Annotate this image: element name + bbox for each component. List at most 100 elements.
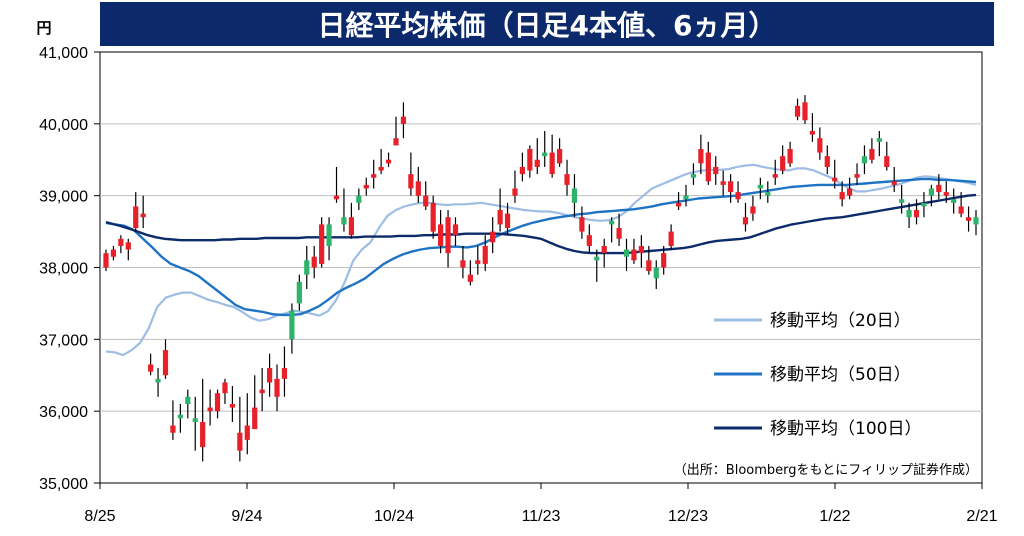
candle-body bbox=[765, 192, 771, 196]
candle-body bbox=[118, 238, 124, 246]
candle-body bbox=[415, 181, 421, 196]
legend-label-ma20: 移動平均（20日） bbox=[770, 311, 911, 331]
candle-body bbox=[512, 188, 518, 196]
candle-body bbox=[400, 116, 407, 124]
candle-body bbox=[571, 188, 578, 203]
candle-body bbox=[809, 131, 816, 135]
candle-body bbox=[214, 393, 221, 412]
candle-body bbox=[943, 192, 949, 196]
x-tick-label: 10/24 bbox=[374, 508, 414, 525]
candle-body bbox=[720, 181, 726, 185]
candles bbox=[103, 95, 979, 462]
chart-title: 日経平均株価（日足4本値、6ヵ月） bbox=[318, 9, 777, 42]
title-bar bbox=[100, 2, 994, 46]
y-tick-label: 39,000 bbox=[39, 189, 88, 206]
candle-body bbox=[423, 195, 429, 207]
candle-body bbox=[609, 220, 615, 225]
candle-body bbox=[646, 260, 652, 272]
candle-body bbox=[623, 249, 630, 257]
x-tick-label: 2/21 bbox=[966, 508, 997, 525]
candle-body bbox=[861, 156, 868, 164]
candle-body bbox=[802, 102, 808, 121]
candle-body bbox=[973, 217, 979, 225]
x-tick-label: 9/24 bbox=[231, 508, 262, 525]
candle-body bbox=[519, 166, 526, 175]
candle-body bbox=[549, 152, 555, 175]
candle-body bbox=[638, 245, 644, 254]
candle-body bbox=[705, 152, 711, 182]
unit-label: 円 bbox=[36, 19, 51, 37]
candle-body bbox=[200, 421, 206, 448]
legend-label-ma100: 移動平均（100日） bbox=[770, 419, 921, 439]
candle-body bbox=[675, 202, 682, 207]
candle-body bbox=[876, 138, 882, 142]
candle-body bbox=[787, 148, 793, 164]
candle-body bbox=[884, 156, 890, 167]
candle-body bbox=[564, 174, 570, 185]
candle-body bbox=[103, 253, 109, 268]
x-tick-label: 1/22 bbox=[819, 508, 850, 525]
candle-body bbox=[713, 166, 719, 175]
candle-body bbox=[385, 159, 392, 164]
candle-body bbox=[460, 260, 466, 268]
candle-body bbox=[735, 192, 741, 200]
candle-body bbox=[244, 425, 250, 440]
candle-body bbox=[936, 184, 942, 193]
legend: 移動平均（20日） 移動平均（50日） 移動平均（100日） bbox=[714, 311, 921, 439]
candle-body bbox=[556, 148, 563, 164]
ma-line-50 bbox=[105, 177, 977, 317]
candle-body bbox=[274, 378, 280, 397]
candle-body bbox=[333, 195, 340, 200]
candle-body bbox=[319, 224, 325, 264]
candle-body bbox=[266, 368, 273, 383]
candle-body bbox=[185, 396, 191, 404]
candle-body bbox=[504, 213, 511, 228]
y-tick-label: 38,000 bbox=[39, 261, 88, 278]
candle-body bbox=[155, 378, 161, 383]
candle-body bbox=[281, 368, 288, 379]
candle-body bbox=[527, 148, 533, 171]
candle-body bbox=[125, 242, 131, 250]
candle-body bbox=[772, 174, 778, 178]
candle-body bbox=[668, 231, 674, 246]
candle-body bbox=[616, 227, 622, 239]
candle-body bbox=[869, 148, 875, 160]
candle-body bbox=[832, 177, 838, 182]
candle-body bbox=[631, 249, 637, 261]
x-axis: 8/25 9/24 10/24 11/23 12/23 1/22 2/21 bbox=[84, 483, 998, 525]
candle-body bbox=[237, 432, 243, 451]
candle-body bbox=[854, 174, 860, 178]
candle-body bbox=[110, 249, 117, 257]
candle-body bbox=[965, 217, 972, 221]
candle-body bbox=[921, 202, 927, 207]
candle-body bbox=[348, 217, 354, 236]
candle-body bbox=[482, 245, 488, 264]
candle-body bbox=[311, 256, 317, 268]
y-tick-label: 37,000 bbox=[39, 332, 88, 349]
candle-body bbox=[222, 382, 228, 394]
y-tick-label: 35,000 bbox=[39, 476, 88, 493]
candle-body bbox=[683, 195, 689, 200]
candle-body bbox=[742, 217, 749, 225]
y-tick-label: 41,000 bbox=[39, 45, 88, 62]
candle-body bbox=[913, 210, 920, 218]
candle-body bbox=[326, 224, 332, 246]
candle-body bbox=[378, 166, 384, 171]
candle-body bbox=[928, 188, 934, 196]
candle-body bbox=[690, 174, 697, 178]
candle-body bbox=[177, 414, 183, 419]
candle-body bbox=[958, 206, 964, 214]
candle-body bbox=[586, 235, 592, 246]
candle-body bbox=[542, 152, 548, 157]
candle-body bbox=[601, 245, 607, 254]
candle-body bbox=[192, 418, 198, 422]
candle-body bbox=[170, 425, 176, 433]
candle-body bbox=[438, 224, 444, 246]
candle-body bbox=[356, 195, 362, 203]
candle-body bbox=[252, 407, 258, 430]
candle-body bbox=[430, 202, 436, 232]
candle-body bbox=[133, 206, 139, 228]
candle-body bbox=[653, 267, 659, 279]
candle-body bbox=[750, 206, 756, 214]
candle-body bbox=[891, 181, 897, 185]
